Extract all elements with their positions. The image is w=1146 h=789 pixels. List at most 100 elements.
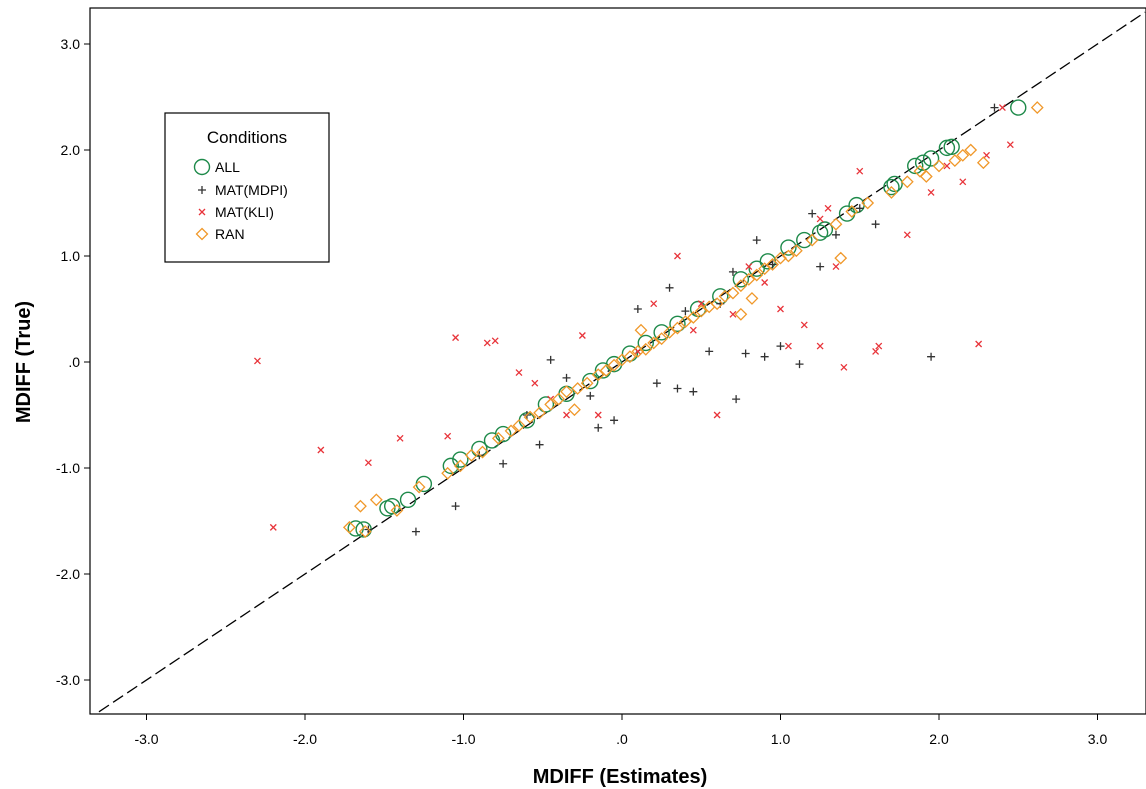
data-point <box>855 204 864 213</box>
data-point <box>760 352 769 361</box>
data-point <box>832 263 840 271</box>
data-point <box>856 167 864 175</box>
data-point <box>342 520 356 534</box>
data-point <box>927 188 935 196</box>
data-point <box>483 339 491 347</box>
data-point <box>621 345 639 362</box>
legend-marker <box>193 158 211 176</box>
data-point <box>782 249 795 263</box>
data-point <box>829 217 843 231</box>
legend-label: ALL <box>215 159 240 175</box>
legend-item: ALL <box>193 158 240 176</box>
data-point <box>483 432 501 449</box>
x-tick-label: -3.0 <box>134 731 158 747</box>
data-point <box>943 138 960 156</box>
data-point <box>452 451 469 468</box>
y-tick-label: 1.0 <box>61 248 81 264</box>
data-point <box>689 387 698 396</box>
plot-frame <box>89 7 1146 715</box>
data-point <box>531 379 539 387</box>
data-point <box>442 457 460 475</box>
series-mat-mdpi- <box>364 103 999 536</box>
legend-item: MAT(MDPI) <box>198 182 288 198</box>
data-point <box>671 321 684 335</box>
data-point <box>364 459 372 467</box>
data-point <box>795 360 804 369</box>
data-point <box>927 352 936 361</box>
legend-label: MAT(MDPI) <box>215 182 288 198</box>
data-point <box>515 369 523 377</box>
legend-title: Conditions <box>207 128 287 147</box>
data-point <box>591 368 605 382</box>
data-point <box>512 419 526 433</box>
data-point <box>732 395 741 404</box>
data-point <box>678 315 692 329</box>
data-point <box>789 244 803 258</box>
data-point <box>390 503 404 517</box>
data-point <box>476 445 489 459</box>
data-point <box>761 279 769 286</box>
data-point <box>599 364 613 377</box>
data-point <box>415 475 433 493</box>
data-point <box>634 323 648 337</box>
data-point <box>607 358 621 372</box>
data-point <box>741 349 750 358</box>
data-point <box>861 196 875 210</box>
x-tick-label: 1.0 <box>771 731 791 747</box>
data-point <box>491 431 505 445</box>
plot-area: -3.0 -2.0 -1.0 .0 1.0 2.0 3.0 -3.0 -2.0 -1.0 .0 1.… <box>56 7 1146 747</box>
legend-items: ALL MAT(MDPI) MAT(KLI) RAN <box>193 158 288 242</box>
y-tick-label: -3.0 <box>56 672 80 688</box>
data-point <box>652 379 661 388</box>
data-point <box>713 411 721 419</box>
data-point <box>563 411 570 419</box>
data-point <box>494 425 512 443</box>
data-point <box>752 236 761 245</box>
x-axis-title: MDIFF (Estimates) <box>533 766 707 788</box>
data-point <box>523 410 537 424</box>
data-point <box>552 392 566 406</box>
data-point <box>580 376 594 390</box>
data-point <box>544 397 558 411</box>
legend-label: RAN <box>215 226 245 242</box>
legend-marker <box>195 227 209 241</box>
data-point <box>269 523 277 531</box>
data-point <box>932 159 946 173</box>
data-point <box>956 148 970 162</box>
data-point <box>959 178 967 186</box>
data-point <box>900 175 914 189</box>
data-point <box>546 355 555 364</box>
data-point <box>748 260 765 277</box>
data-point <box>816 342 824 350</box>
data-point <box>990 103 999 112</box>
x-axis-ticks: -3.0 -2.0 -1.0 .0 1.0 2.0 3.0 <box>134 714 1107 747</box>
data-point <box>655 332 669 346</box>
data-point <box>796 231 813 249</box>
x-tick-label: .0 <box>616 731 628 747</box>
data-point <box>491 337 499 345</box>
data-point <box>871 220 880 229</box>
series-mat-kli- <box>253 104 1014 531</box>
data-point <box>465 448 478 462</box>
legend-box <box>164 112 330 263</box>
data-points <box>253 99 1044 539</box>
data-point <box>535 440 544 449</box>
data-point <box>903 231 911 239</box>
y-tick-label: -2.0 <box>56 566 80 582</box>
data-point <box>411 527 420 536</box>
data-point <box>919 170 933 183</box>
data-point <box>504 424 518 438</box>
data-point <box>451 502 460 511</box>
data-point <box>784 342 792 350</box>
data-point <box>647 336 661 350</box>
data-point <box>964 143 978 157</box>
data-point <box>686 311 700 324</box>
data-point <box>562 373 571 382</box>
data-point <box>975 340 983 348</box>
data-point <box>872 347 880 355</box>
y-tick-label: 3.0 <box>61 36 81 52</box>
data-point <box>824 204 832 212</box>
x-tick-label: -1.0 <box>451 731 475 747</box>
data-point <box>834 251 848 265</box>
